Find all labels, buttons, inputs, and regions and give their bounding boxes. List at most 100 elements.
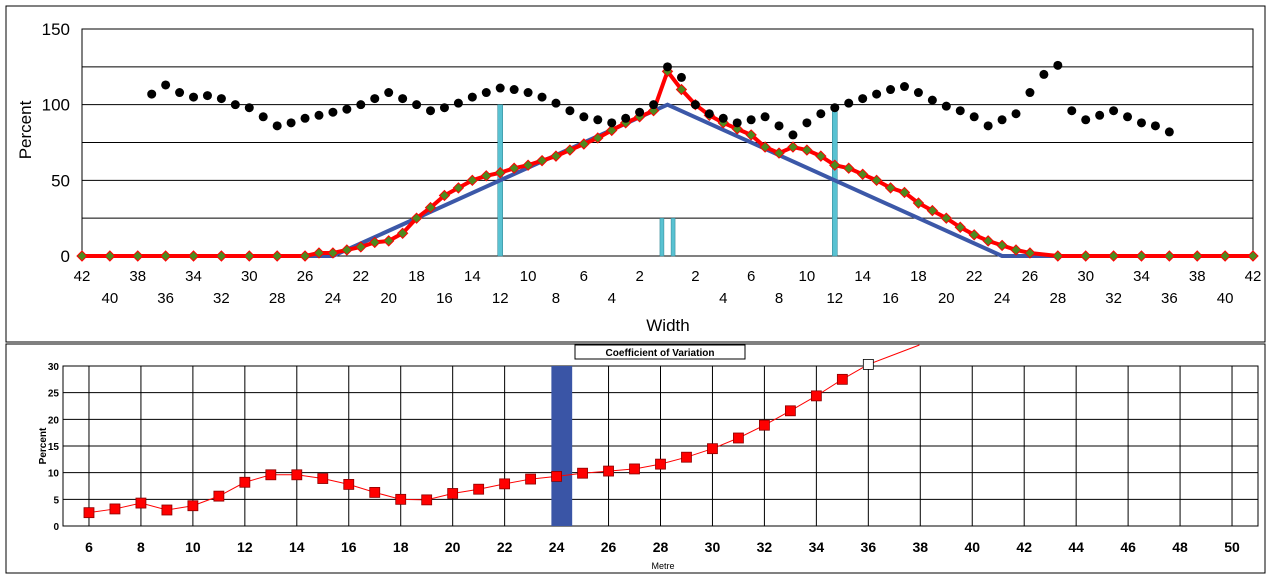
top-black-point (398, 94, 408, 104)
top-red-point (104, 250, 116, 262)
top-red-point (843, 162, 855, 174)
top-black-point (537, 92, 547, 102)
top-black-point (551, 98, 561, 108)
top-black-point (913, 88, 923, 98)
top-black-point (858, 94, 868, 104)
bottom-x-tick-label: 46 (1120, 539, 1136, 555)
bottom-cv-point (629, 463, 640, 475)
top-black-point (746, 115, 756, 125)
top-black-point (760, 112, 770, 122)
top-red-point (159, 250, 172, 262)
top-red-point (1052, 250, 1064, 262)
top-x-tick-label: 8 (552, 290, 560, 307)
top-x-tick-label: 18 (910, 268, 927, 285)
bottom-cv-point (395, 493, 407, 505)
top-black-point (830, 103, 840, 113)
bottom-cv-point (83, 507, 95, 519)
top-black-point (844, 98, 854, 108)
bottom-cv-point (447, 488, 459, 499)
top-red-point (355, 241, 367, 253)
top-red-point (675, 83, 688, 96)
top-red-point (494, 167, 506, 179)
top-red-point (592, 132, 604, 144)
top-x-tick-label: 22 (966, 268, 983, 285)
top-black-point (1011, 109, 1021, 119)
bottom-highlight-bar (551, 366, 573, 526)
top-red-point (187, 250, 200, 262)
top-red-point (968, 229, 980, 241)
bottom-cv-series (83, 344, 920, 519)
top-black-point (676, 72, 686, 82)
top-black-point (886, 85, 896, 95)
top-red-point (982, 235, 994, 247)
top-red-point (801, 144, 813, 156)
top-red-point (508, 162, 520, 174)
bottom-x-tick-label: 30 (705, 539, 721, 555)
top-black-point (426, 106, 436, 116)
top-red-point (313, 247, 325, 259)
bottom-cv-point (862, 358, 874, 370)
top-x-tick-label: 30 (1077, 268, 1094, 285)
bottom-y-tick-labels: 0 5 10 15 20 25 30 (48, 362, 60, 533)
top-x-tick-label: 10 (799, 268, 816, 285)
bottom-x-tick-label: 16 (341, 539, 357, 555)
top-black-point (774, 121, 784, 131)
top-black-point (802, 118, 812, 128)
bottom-cv-point (239, 476, 251, 488)
top-black-point (314, 110, 324, 120)
top-y-tick-label: 150 (42, 20, 70, 39)
top-black-point (899, 82, 909, 92)
top-black-point (1136, 118, 1146, 128)
top-x-tick-label: 4 (608, 290, 616, 307)
bottom-cv-point (473, 483, 485, 495)
top-x-tick-label: 24 (994, 290, 1011, 307)
top-black-point (495, 83, 505, 93)
top-black-point (1150, 121, 1160, 131)
top-red-point (369, 236, 381, 249)
bottom-x-tick-label: 38 (912, 539, 928, 555)
top-red-point (424, 201, 437, 214)
top-black-point (258, 112, 268, 122)
bottom-x-tick-label: 32 (757, 539, 773, 555)
top-red-point (606, 124, 618, 137)
top-black-point (1053, 60, 1063, 70)
top-x-tick-label: 28 (269, 290, 286, 307)
top-x-tick-label: 14 (464, 268, 481, 285)
bottom-cv-point (161, 504, 173, 516)
top-x-tick-label: 10 (520, 268, 537, 285)
top-x-tick-label: 32 (1105, 290, 1122, 307)
top-x-tick-label: 8 (775, 290, 783, 307)
top-black-point (189, 92, 199, 102)
top-red-point (410, 212, 423, 224)
bottom-cv-point (291, 469, 303, 481)
bottom-cv-point (784, 405, 796, 417)
top-black-point (1109, 106, 1119, 116)
bottom-cv-point (707, 443, 718, 455)
top-y-tick-labels: 0 50 100 150 (42, 20, 70, 266)
top-red-point (884, 182, 897, 194)
top-x-tick-label: 26 (1022, 268, 1039, 285)
top-red-point (1247, 250, 1259, 262)
top-black-point (635, 107, 645, 117)
bottom-x-tick-label: 12 (237, 539, 253, 555)
top-y-axis-label: Percent (16, 100, 35, 159)
top-red-point (271, 250, 283, 262)
bottom-cv-point (836, 373, 848, 385)
top-x-tick-label: 16 (882, 290, 899, 307)
top-black-point (384, 88, 394, 98)
top-black-point (941, 101, 951, 111)
top-red-point (1163, 250, 1176, 262)
top-black-point (1067, 106, 1077, 116)
bottom-x-tick-label: 28 (653, 539, 669, 555)
bottom-x-tick-label: 42 (1016, 539, 1032, 555)
top-red-point (1191, 250, 1203, 262)
top-red-point (536, 154, 548, 167)
top-red-point (870, 174, 883, 187)
top-x-tick-label: 22 (352, 268, 369, 285)
top-bar (659, 217, 665, 257)
top-x-tick-label: 42 (74, 268, 91, 285)
top-black-point (1095, 110, 1105, 120)
top-red-point (926, 204, 939, 217)
top-black-point (412, 100, 422, 110)
top-x-tick-label: 36 (1161, 290, 1178, 307)
